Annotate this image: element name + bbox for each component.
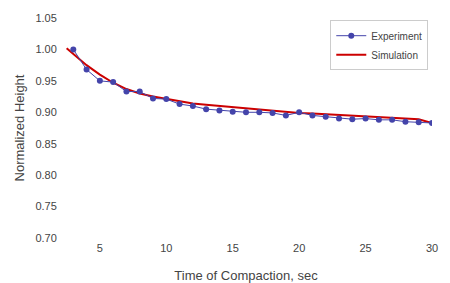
svg-text:0.70: 0.70: [35, 232, 56, 244]
svg-text:0.80: 0.80: [35, 169, 56, 181]
svg-text:Normalized Height: Normalized Height: [12, 74, 27, 181]
svg-text:0.90: 0.90: [35, 106, 56, 118]
svg-text:Experiment: Experiment: [371, 31, 422, 42]
svg-text:0.75: 0.75: [35, 200, 56, 212]
svg-text:25: 25: [359, 242, 371, 254]
svg-text:Time of Compaction, sec: Time of Compaction, sec: [174, 268, 318, 283]
svg-text:0.95: 0.95: [35, 75, 56, 87]
svg-text:1.00: 1.00: [35, 43, 56, 55]
svg-text:30: 30: [426, 242, 438, 254]
svg-text:0.85: 0.85: [35, 138, 56, 150]
svg-text:15: 15: [227, 242, 239, 254]
svg-text:20: 20: [293, 242, 305, 254]
svg-text:5: 5: [97, 242, 103, 254]
svg-text:10: 10: [160, 242, 172, 254]
svg-text:1.05: 1.05: [35, 12, 56, 24]
svg-text:Simulation: Simulation: [371, 50, 418, 61]
